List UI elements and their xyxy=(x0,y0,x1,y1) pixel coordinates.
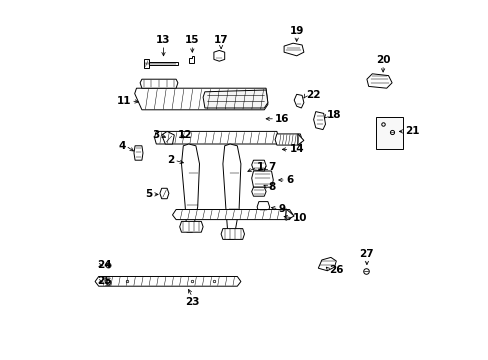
Text: 1: 1 xyxy=(257,162,264,172)
Polygon shape xyxy=(257,202,269,212)
Text: 9: 9 xyxy=(278,204,285,214)
Text: 17: 17 xyxy=(213,35,228,45)
Text: 24: 24 xyxy=(97,260,111,270)
Text: 22: 22 xyxy=(305,90,320,100)
Text: 2: 2 xyxy=(167,155,174,165)
Polygon shape xyxy=(172,210,292,220)
Text: 13: 13 xyxy=(156,35,170,45)
Polygon shape xyxy=(143,62,178,65)
Polygon shape xyxy=(140,79,178,88)
Text: 26: 26 xyxy=(328,265,343,275)
Polygon shape xyxy=(275,134,302,145)
Polygon shape xyxy=(188,56,194,63)
Polygon shape xyxy=(284,43,303,56)
Polygon shape xyxy=(294,94,303,108)
Text: 25: 25 xyxy=(97,276,111,286)
Polygon shape xyxy=(366,74,391,88)
Polygon shape xyxy=(134,88,267,110)
Text: 10: 10 xyxy=(292,213,307,223)
Polygon shape xyxy=(285,209,294,220)
Text: 19: 19 xyxy=(289,26,303,36)
Text: 16: 16 xyxy=(275,114,289,124)
Text: 23: 23 xyxy=(184,297,199,307)
Text: 7: 7 xyxy=(267,162,275,172)
Polygon shape xyxy=(154,131,278,144)
Polygon shape xyxy=(134,146,142,160)
Polygon shape xyxy=(181,144,199,232)
Polygon shape xyxy=(221,229,244,239)
Text: 4: 4 xyxy=(118,141,125,151)
Text: 15: 15 xyxy=(184,35,199,45)
Polygon shape xyxy=(95,276,241,286)
Polygon shape xyxy=(162,131,174,144)
Text: 21: 21 xyxy=(404,126,418,136)
Polygon shape xyxy=(160,188,168,199)
Bar xyxy=(375,117,402,149)
Text: 12: 12 xyxy=(178,130,192,140)
Polygon shape xyxy=(251,187,265,196)
Text: 27: 27 xyxy=(359,249,373,259)
Text: 14: 14 xyxy=(289,144,304,154)
Polygon shape xyxy=(179,221,203,232)
Polygon shape xyxy=(143,59,149,68)
Text: 3: 3 xyxy=(152,130,160,140)
Polygon shape xyxy=(297,134,303,145)
Text: 5: 5 xyxy=(145,189,152,199)
Polygon shape xyxy=(223,144,241,239)
Polygon shape xyxy=(203,90,267,108)
Text: 11: 11 xyxy=(116,96,131,106)
Text: 8: 8 xyxy=(267,182,275,192)
Polygon shape xyxy=(251,160,265,171)
Text: 18: 18 xyxy=(326,110,341,120)
Polygon shape xyxy=(318,257,336,271)
Polygon shape xyxy=(251,171,273,187)
Polygon shape xyxy=(313,112,325,130)
Text: 6: 6 xyxy=(285,175,292,185)
Polygon shape xyxy=(213,50,224,61)
Text: 20: 20 xyxy=(375,55,389,65)
